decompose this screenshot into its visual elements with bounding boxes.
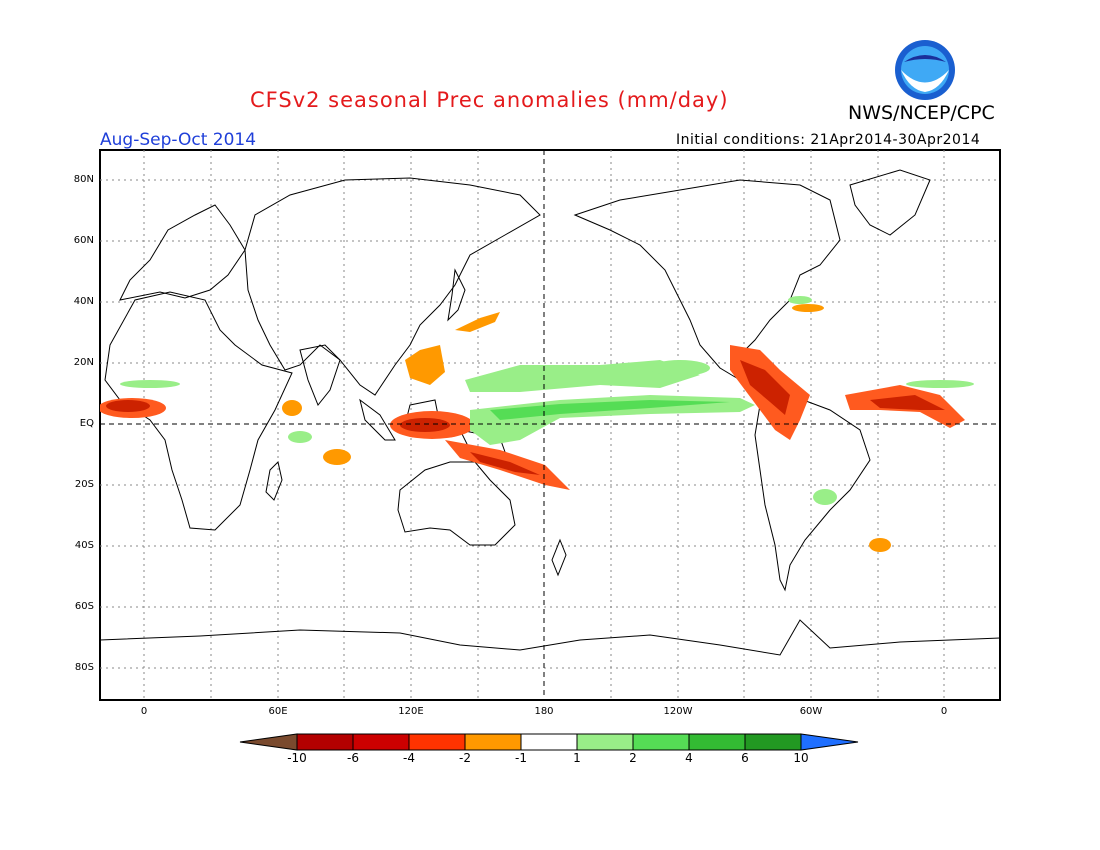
anomaly-indian-ocean-dry	[282, 400, 302, 416]
antarctica-outline	[100, 619, 1000, 656]
colorbar-bin-4	[464, 733, 522, 751]
initial-conditions-label: Initial conditions: 21Apr2014-30Apr2014	[676, 132, 981, 148]
lon-label: 0	[940, 706, 948, 717]
asia-outline	[244, 177, 541, 396]
colorbar-label: -6	[347, 751, 359, 765]
agency-label: NWS/NCEP/CPC	[848, 102, 995, 124]
map-title: CFSv2 seasonal Prec anomalies (mm/day)	[250, 88, 729, 112]
lat-label: 80N	[73, 174, 94, 185]
anomaly-japan-dry	[455, 312, 500, 332]
lon-grid	[143, 150, 945, 700]
colorbar-label: 6	[741, 751, 749, 765]
anomaly-central-pacific-wet-core	[490, 400, 730, 420]
lat-label: 60N	[73, 235, 94, 246]
anomaly-subtropical-pacific-wet	[465, 360, 700, 392]
madagascar-outline	[265, 461, 283, 501]
sumatra-outline	[359, 398, 396, 441]
lon-label: 120E	[398, 706, 424, 717]
newzealand-outline	[551, 538, 567, 577]
colorbar-label: 4	[685, 751, 693, 765]
india-outline	[299, 344, 341, 406]
colorbar-label: -10	[287, 751, 307, 765]
lon-label: 180	[534, 706, 554, 717]
colorbar-right-arrow	[800, 733, 859, 751]
greenland-outline	[849, 169, 931, 236]
anomaly-atlantic-africa-dry-core	[106, 400, 150, 412]
anomaly-mexico-coast-wet	[650, 360, 710, 376]
anomaly-spcz-dry-core	[470, 452, 540, 475]
lon-label: 0	[140, 706, 148, 717]
lat-label: 40N	[73, 296, 94, 307]
colorbar-bin-9	[744, 733, 802, 751]
colorbar-bin-5	[520, 733, 578, 751]
colorbar-label: 2	[629, 751, 637, 765]
colorbar-bin-3	[408, 733, 466, 751]
anomaly-central-america-dry-core	[740, 360, 790, 415]
lon-label: 60W	[799, 706, 823, 717]
anomaly-south-indian-dry	[323, 449, 351, 465]
anomaly-philippines-dry	[405, 345, 445, 385]
colorbar-bin-7	[632, 733, 690, 751]
colorbar-label: -1	[515, 751, 527, 765]
map-frame	[99, 149, 1001, 701]
anomaly-west-indian-wet	[288, 431, 312, 443]
europe-outline	[119, 204, 246, 301]
colorbar-bin-6	[576, 733, 634, 751]
lon-label: 60E	[268, 706, 288, 717]
anomaly-nw-atlantic-wet	[788, 296, 812, 304]
colorbar-bin-8	[688, 733, 746, 751]
colorbar-label: -4	[403, 751, 415, 765]
lat-label: 40S	[74, 540, 94, 551]
anomaly-brazil-wet	[813, 489, 837, 505]
wet-anomalies	[120, 296, 974, 505]
north-america-outline	[573, 179, 841, 381]
anomaly-atlantic-wet-w	[120, 380, 180, 388]
lat-label: 60S	[74, 601, 94, 612]
africa-outline	[104, 291, 293, 531]
lat-label: 20N	[73, 357, 94, 368]
lon-label: 120W	[663, 706, 693, 717]
lat-label: 80S	[74, 662, 94, 673]
south-america-outline	[754, 394, 871, 592]
japan-outline	[447, 268, 466, 322]
colorbar-label: 10	[793, 751, 809, 765]
season-label: Aug-Sep-Oct 2014	[100, 130, 257, 150]
colorbar-bin-2	[352, 733, 410, 751]
anomaly-south-atlantic-dry	[869, 538, 891, 552]
lat-label: 20S	[74, 479, 94, 490]
anomaly-atlantic-wet-e	[906, 380, 974, 388]
colorbar-bin-1	[296, 733, 354, 751]
australia-outline	[397, 461, 516, 546]
colorbar-label: -2	[459, 751, 471, 765]
colorbar-left-arrow	[239, 733, 298, 751]
lat-label: EQ	[79, 418, 94, 429]
noaa-logo-icon	[895, 40, 955, 100]
colorbar	[239, 733, 859, 751]
dry-anomalies	[100, 304, 965, 552]
anomaly-atlantic-itcz-dry-core	[870, 395, 945, 410]
anomaly-maritime-dry-core	[400, 418, 450, 432]
anomaly-north-atlantic-dry	[792, 304, 824, 312]
colorbar-label: 1	[573, 751, 581, 765]
